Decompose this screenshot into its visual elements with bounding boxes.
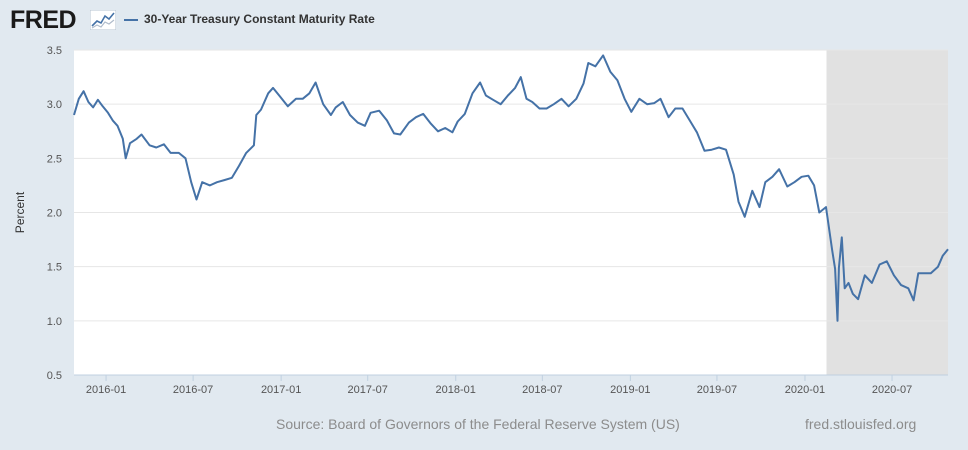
source-credit: Source: Board of Governors of the Federa… — [276, 416, 680, 432]
y-tick-label: 0.5 — [47, 370, 62, 382]
x-tick-label: 2017-07 — [348, 384, 388, 396]
y-tick-label: 3.0 — [47, 99, 62, 111]
x-tick-label: 2020-07 — [872, 384, 912, 396]
x-tick-label: 2016-01 — [86, 384, 126, 396]
series-line[interactable] — [73, 54, 949, 322]
y-tick-label: 2.0 — [47, 208, 62, 220]
y-tick-label: 1.0 — [47, 316, 62, 328]
line-chart: 0.5 1.0 1.5 2.0 2.5 3.0 3.5 2016-01 2016-07 2017-… — [13, 45, 949, 396]
y-tick-label: 2.5 — [47, 153, 62, 165]
y-tick-label: 1.5 — [47, 262, 62, 274]
y-tick-label: 3.5 — [47, 45, 62, 57]
fred-logo[interactable]: FRED — [10, 6, 77, 34]
fred-site-link[interactable]: fred.stlouisfed.org — [805, 416, 917, 432]
x-tick-label: 2018-07 — [522, 384, 562, 396]
x-tick-label: 2017-01 — [261, 384, 301, 396]
x-tick-label: 2019-01 — [610, 384, 650, 396]
x-tick-label: 2016-07 — [173, 384, 213, 396]
fred-logo-graph-icon — [90, 10, 116, 30]
y-axis-title: Percent — [13, 191, 27, 233]
legend-label: 30-Year Treasury Constant Maturity Rate — [144, 12, 375, 26]
x-tick-label: 2020-01 — [785, 384, 825, 396]
x-tick-label: 2018-01 — [436, 384, 476, 396]
chart-header: FRED 30-Year Treasury Constant Maturity … — [0, 0, 968, 40]
legend-swatch — [124, 19, 138, 21]
x-tick-label: 2019-07 — [697, 384, 737, 396]
